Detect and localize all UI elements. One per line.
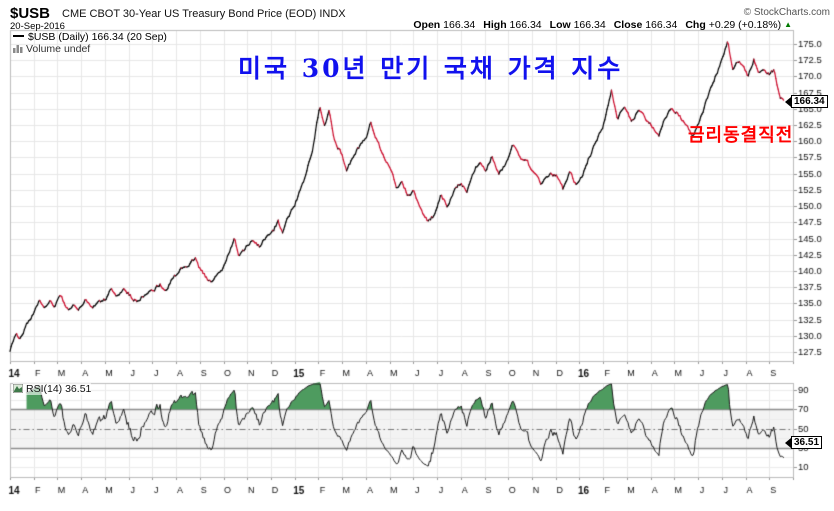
ohlc-quote: Open 166.34 High 166.34 Low 166.34 Close 16… — [413, 19, 792, 31]
rsi-legend: RSI(14) 36.51 — [12, 383, 92, 395]
rsi-value-label: 36.51 — [785, 436, 823, 449]
price-series-legend: $USB (Daily) 166.34 (20 Sep) — [13, 31, 167, 43]
low-value: 166.34 — [573, 19, 606, 31]
left-arrow-icon — [785, 437, 791, 448]
left-arrow-icon — [785, 96, 791, 107]
high-value: 166.34 — [509, 19, 542, 31]
volume-legend-text: Volume undef — [26, 43, 91, 55]
annotation-korean-red: 금리동결직전 — [688, 125, 794, 146]
last-price-label: 166.34 — [785, 95, 828, 108]
rsi-legend-text: RSI(14) 36.51 — [26, 383, 92, 395]
rsi-value: 36.51 — [791, 436, 823, 449]
close-value: 166.34 — [645, 19, 678, 31]
volume-legend: Volume undef — [13, 43, 90, 55]
low-label: Low — [549, 19, 571, 31]
change-label: Chg — [685, 19, 706, 31]
volume-bars-icon — [13, 45, 23, 53]
annotation-korean-blue: 미국 30년 만기 국채 가격 지수 — [238, 54, 624, 83]
change-up-triangle-icon: ▲ — [784, 20, 792, 29]
symbol-label: $USB — [10, 5, 51, 22]
close-label: Close — [613, 19, 643, 31]
open-label: Open — [413, 19, 441, 31]
open-value: 166.34 — [443, 19, 476, 31]
instrument-title: CME CBOT 30-Year US Treasury Bond Price … — [62, 8, 346, 20]
high-label: High — [483, 19, 507, 31]
price-legend-text: $USB (Daily) 166.34 (20 Sep) — [28, 31, 167, 43]
area-chart-icon — [12, 383, 24, 394]
change-value: +0.29 (+0.18%) — [708, 19, 782, 31]
copyright-notice: © StockCharts.com — [743, 7, 830, 18]
last-price-value: 166.34 — [791, 95, 828, 108]
chart-date: 20-Sep-2016 — [10, 21, 65, 32]
line-swatch-icon — [13, 35, 24, 37]
